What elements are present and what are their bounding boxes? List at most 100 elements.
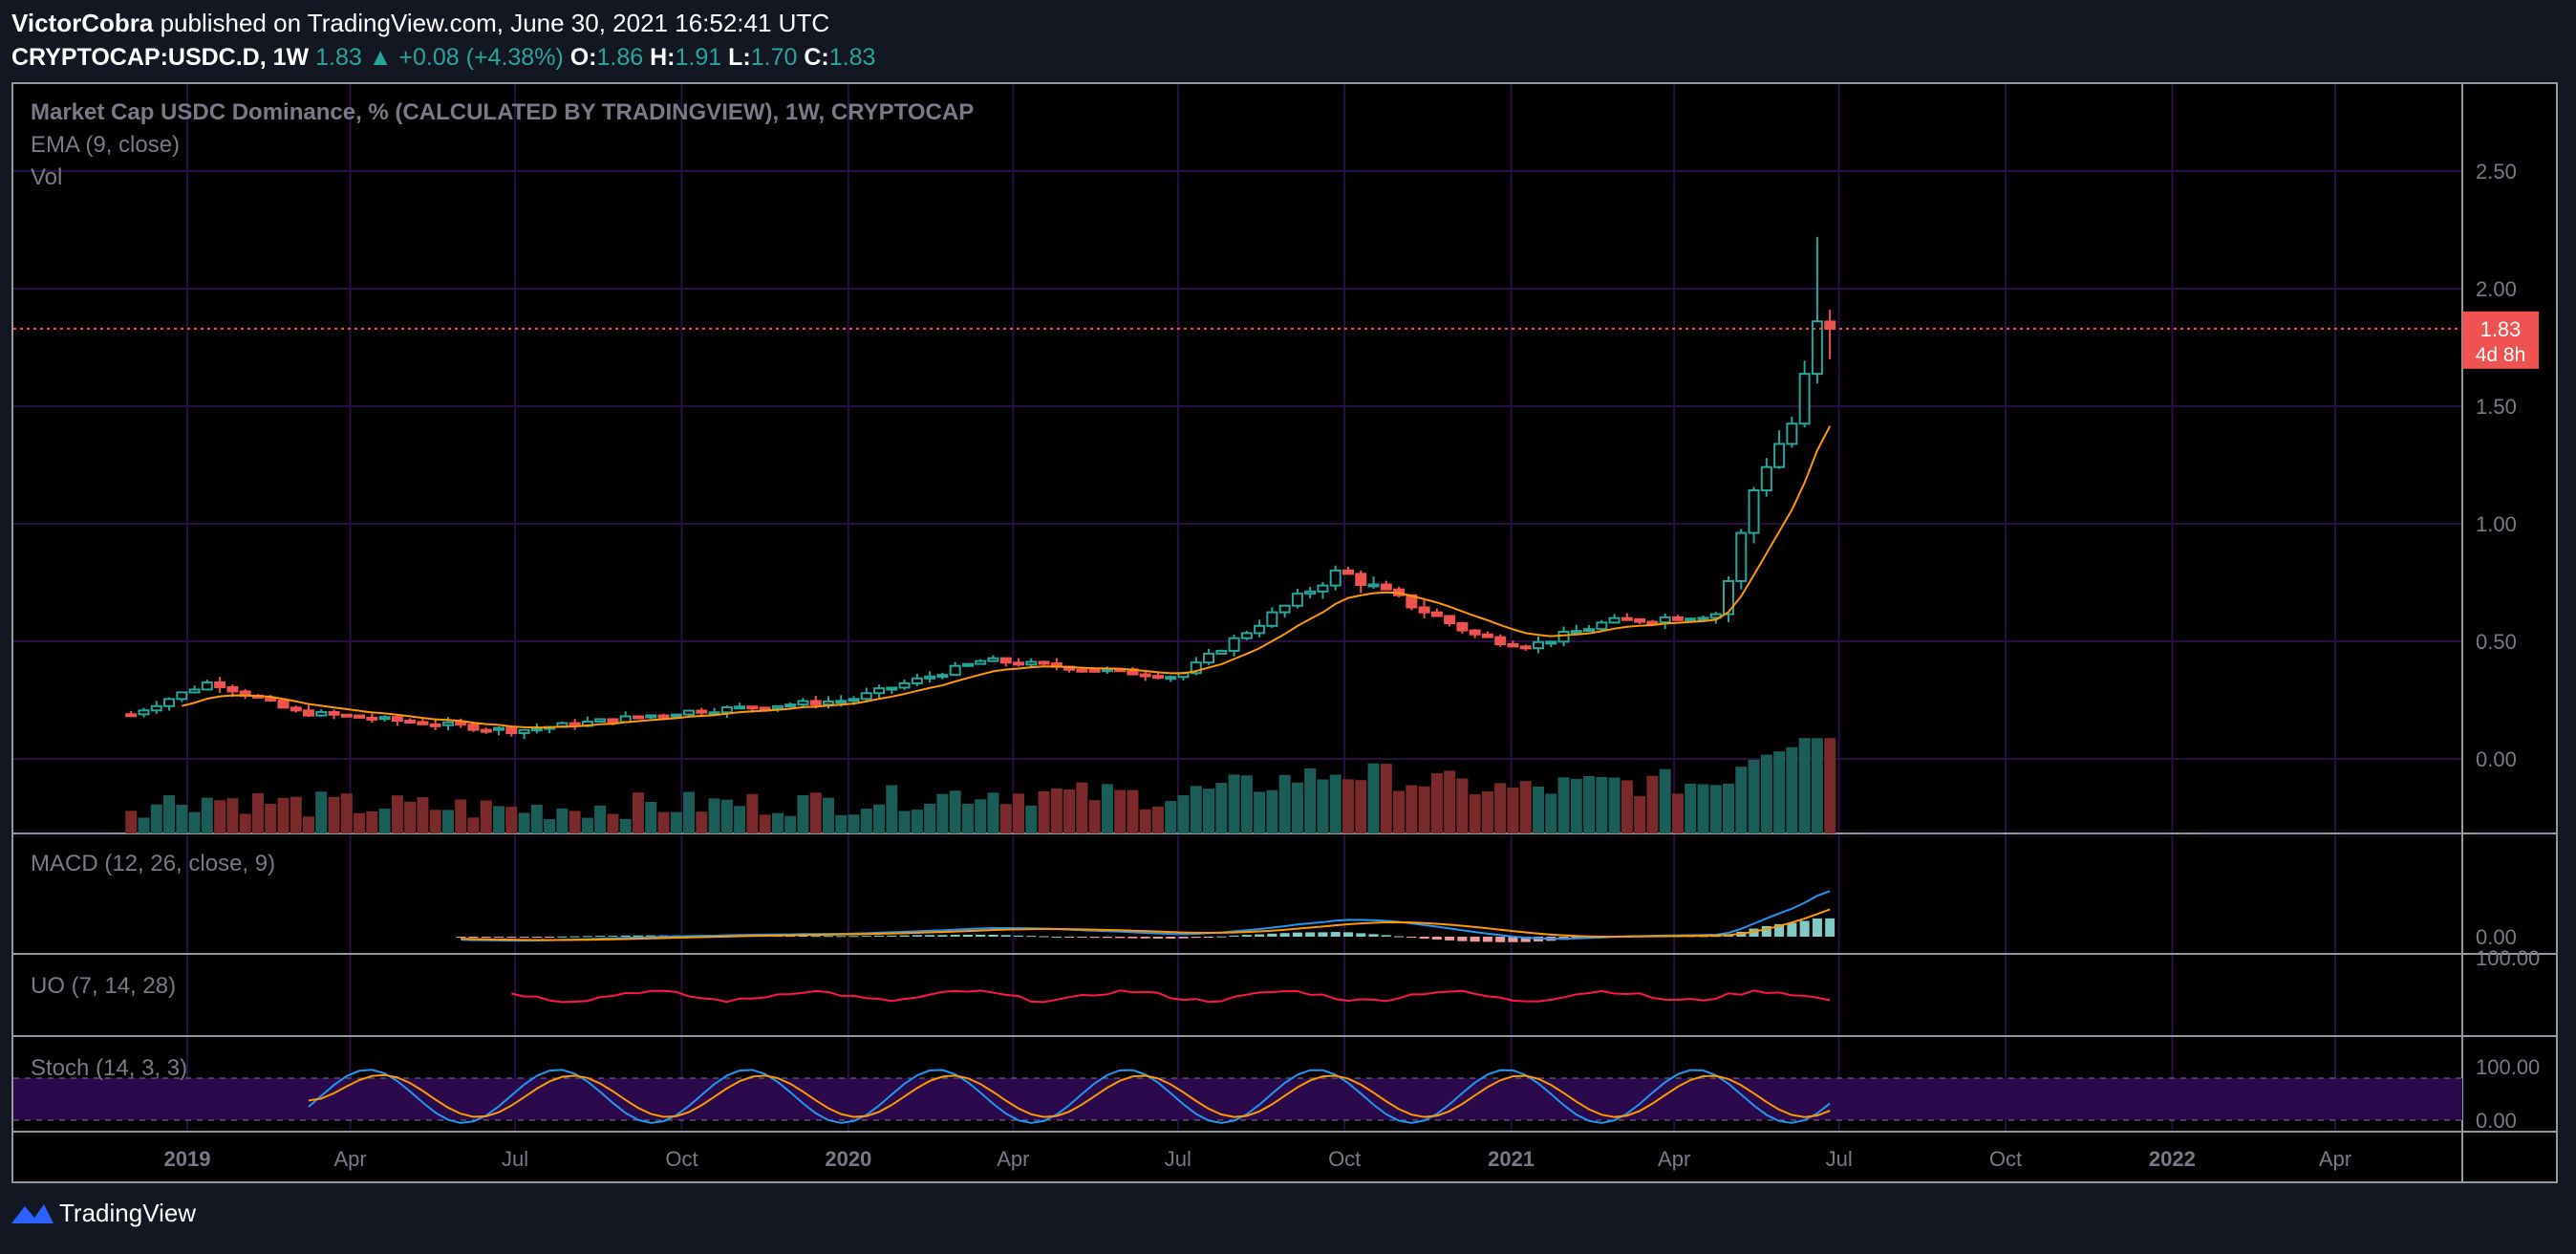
ema-label[interactable]: EMA (9, close): [31, 132, 181, 158]
candle-body: [518, 728, 530, 735]
volume-bar: [848, 814, 860, 833]
candle-body: [1240, 632, 1253, 639]
macd-histogram-bar: [1305, 932, 1316, 937]
candle-body: [455, 721, 467, 726]
macd-histogram-bar: [1774, 923, 1785, 937]
volume-bar: [961, 803, 974, 833]
volume-bar: [1190, 786, 1202, 833]
macd-histogram-bar: [1089, 937, 1100, 939]
candle-body: [1165, 676, 1177, 681]
volume-bar: [505, 807, 518, 833]
macd-histogram-bar: [1342, 932, 1353, 937]
up-arrow-icon: ▲: [368, 44, 393, 71]
candle-body: [1545, 640, 1557, 645]
macd-histogram-bar: [1064, 937, 1075, 938]
symbol-label[interactable]: CRYPTOCAP:USDC.D, 1W: [11, 44, 310, 71]
volume-bar: [404, 801, 417, 833]
macd-histogram-bar: [1026, 936, 1037, 938]
macd-histogram-bar: [1292, 932, 1302, 937]
macd-histogram-bar: [1241, 935, 1252, 937]
macd-histogram-bar: [1255, 934, 1265, 937]
candle-body: [848, 698, 860, 703]
macd-histogram-bar: [1102, 937, 1112, 939]
candle-body: [797, 700, 809, 706]
date-axis-tick: 2021: [1488, 1147, 1535, 1171]
candle-body: [1519, 645, 1532, 650]
volume-bar: [328, 796, 340, 833]
candle-body: [1013, 661, 1025, 666]
candle-body: [1430, 611, 1443, 617]
macd-histogram-bar: [1039, 936, 1049, 938]
volume-bar: [1203, 789, 1215, 833]
uo-axis-tick: 100.00: [2476, 946, 2540, 970]
volume-bar: [734, 806, 746, 833]
candle-body: [936, 674, 949, 679]
macd-axis-tick: 0.00: [2476, 925, 2517, 949]
macd-histogram-bar: [1178, 937, 1189, 939]
macd-histogram-bar: [481, 937, 491, 939]
candle-body: [163, 698, 176, 707]
candle-body: [340, 713, 353, 718]
volume-bar: [1278, 774, 1291, 833]
macd-histogram-bar: [1000, 935, 1011, 937]
volume-bar: [594, 805, 607, 833]
volume-bar: [265, 803, 277, 833]
author-name[interactable]: VictorCobra: [11, 9, 154, 37]
date-axis-tick: 2022: [2149, 1147, 2196, 1171]
volume-bar: [1748, 759, 1760, 833]
candle-body: [860, 692, 872, 701]
volume-bar: [886, 785, 898, 833]
volume-bar: [1634, 795, 1646, 833]
candle-body: [1659, 616, 1671, 624]
volume-bar: [214, 800, 226, 833]
volume-bar: [1469, 794, 1481, 833]
macd-histogram-bar: [798, 936, 808, 938]
candle-body: [1557, 630, 1570, 643]
date-axis-tick: Oct: [1328, 1147, 1361, 1171]
candle-body: [696, 709, 708, 714]
volume-bar: [150, 804, 162, 833]
macd-histogram-bar: [1267, 933, 1277, 937]
macd-label[interactable]: MACD (12, 26, close, 9): [31, 851, 276, 876]
stoch-label[interactable]: Stoch (14, 3, 3): [31, 1055, 188, 1081]
volume-bar: [1519, 781, 1532, 833]
candle-body: [150, 704, 162, 712]
candle-body: [1254, 624, 1266, 635]
volume-bar: [607, 813, 619, 833]
macd-histogram-bar: [1191, 937, 1201, 939]
volume-bar: [366, 811, 378, 833]
volume-bar: [544, 818, 556, 833]
candle-body: [911, 677, 923, 684]
volume-bar: [378, 809, 391, 833]
macd-histogram-bar: [1368, 934, 1379, 937]
price-tag-value: 1.83: [2480, 317, 2522, 341]
low-label: L:: [728, 44, 751, 71]
candle-body: [1367, 583, 1380, 588]
macd-histogram-bar: [785, 936, 796, 938]
volume-bar: [975, 799, 987, 833]
candle-body: [594, 718, 607, 723]
stoch-band: [13, 1078, 2462, 1120]
stoch-d-line: [308, 1073, 1831, 1118]
candle-body: [1076, 668, 1088, 673]
macd-histogram-bar: [595, 936, 606, 938]
chart-area[interactable]: 1.83 4d 8h 0.00 0.50 1.00 1.50 2.00 2.50 0.00 100…: [11, 82, 2558, 1183]
candle-body: [607, 718, 619, 724]
volume-bar: [1621, 780, 1633, 833]
volume-bar: [239, 813, 251, 833]
uo-label[interactable]: UO (7, 14, 28): [31, 973, 177, 999]
volume-label[interactable]: Vol: [31, 164, 63, 190]
date-axis-tick: Apr: [333, 1147, 366, 1171]
footer-brand[interactable]: TradingView: [10, 1199, 196, 1228]
volume-bar: [1228, 774, 1240, 833]
volume-bar: [1646, 775, 1659, 833]
volume-bar: [1798, 738, 1811, 833]
volume-bar: [696, 811, 708, 833]
candle-body: [467, 724, 480, 731]
volume-bar: [176, 805, 188, 833]
volume-bar: [1824, 738, 1836, 833]
volume-bar: [759, 814, 771, 833]
candle-body: [1608, 616, 1621, 624]
macd-histogram-bar: [1457, 937, 1468, 941]
